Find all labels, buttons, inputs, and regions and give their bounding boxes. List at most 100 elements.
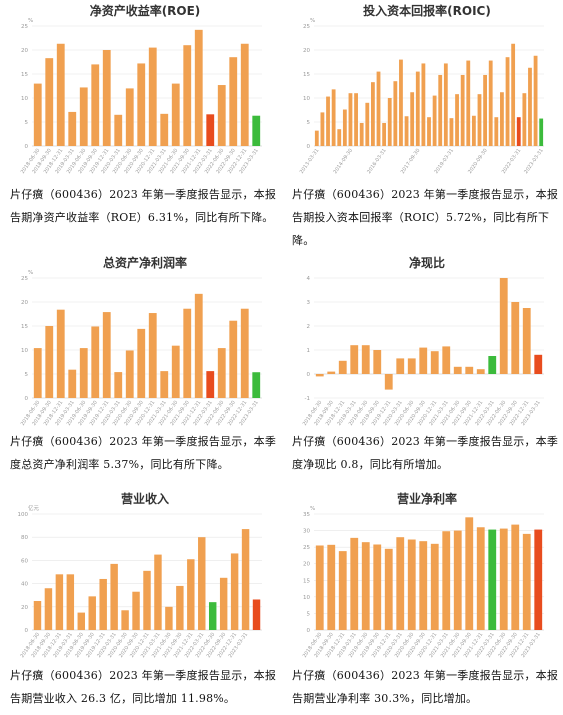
cashflow-panel: 净现比 -1 0 1 2 3 4 2018-06-30 2018-09-30 2018-12-3… [292,252,562,472]
bar [68,369,77,398]
roic-bar-chart: % 0 5 10 15 20 25 2013-03-31 2014-09-30 2016-03-3… [299,18,545,175]
roic-panel: 投入资本回报率(ROIC) % 0 5 10 15 20 25 2013-03-31 2014-… [292,0,562,247]
y-tick-label: 1 [307,348,311,354]
bar [499,278,508,374]
roe-panel: 净资产收益率(ROE) % 0 5 10 15 20 25 2018-06-30 2018-09… [10,0,280,240]
y-tick-label: 15 [303,578,310,584]
y-tick-label: 35 [303,512,310,518]
y-tick-label: 5 [307,611,311,617]
bar [240,308,249,398]
bar [114,372,123,398]
x-tick-label: 2022-03-31 [501,148,523,175]
bar [476,527,485,630]
x-tick-label: 2014-09-30 [333,148,355,175]
roa-panel: 总资产净利润率 % 0 5 10 15 20 25 2018-06-30 2018-09-30 2… [10,252,280,472]
bar [505,57,510,147]
bar [499,528,508,630]
bar [252,115,261,146]
bar [539,118,544,146]
chart-title: 营业净利率 [396,492,457,506]
bar [91,326,100,398]
bar [315,374,324,377]
bar [410,92,415,146]
bar [217,348,226,398]
bar [407,539,416,630]
bar [206,114,215,146]
bar [219,577,228,630]
bar [55,574,64,630]
bar [217,85,226,146]
bar [77,612,86,630]
bar [33,348,42,398]
bar [453,530,462,630]
chart-title: 净资产收益率(ROE) [89,4,201,18]
bar [384,374,393,390]
bar [442,531,451,630]
bar [337,129,342,146]
bar [241,529,250,630]
bar [373,544,382,630]
y-tick-label: 25 [303,545,310,551]
y-tick-label: 25 [21,276,28,282]
chart-caption: 片仔癀（600436）2023 年第一季度报告显示，本报告期营业净利率 30.3… [292,669,559,705]
chart-caption: 片仔癀（600436）2023 年第一季度报告显示，本报告期投入资本回报率（RO… [292,188,559,247]
bar [407,358,416,374]
revenue-panel: 营业收入 亿元 0 20 40 60 80 100 2018-06-30 2018-09-30 2… [10,488,280,715]
bar [361,345,370,374]
bar [350,537,359,630]
bar [404,116,409,146]
bar [373,350,382,374]
chart-caption: 片仔癀（600436）2023 年第一季度报告显示，本报告期净资产收益率（ROE… [10,188,277,224]
margin-bar-chart: %051015202530352018-06-302018-09-302018-… [302,506,544,659]
chart-title: 总资产净利润率 [102,256,187,270]
y-tick-label: 25 [21,24,28,30]
y-tick-label: 20 [303,562,310,568]
y-tick-label: 10 [303,595,310,601]
bar [348,93,353,146]
bar [229,57,238,147]
bar [160,113,169,146]
bar [365,102,370,146]
bar [533,55,538,147]
bar [114,114,123,146]
bar [165,606,173,630]
bar [522,308,531,374]
bar [427,117,431,146]
bar [121,610,129,630]
y-tick-label: 100 [18,512,29,518]
bar [387,98,392,146]
bar [194,29,203,147]
bar [476,369,485,374]
bar [327,544,336,630]
y-tick-label: 10 [21,348,28,354]
bar [44,588,53,630]
x-tick-label: 2017-09-30 [400,148,422,175]
y-tick-label: 25 [303,24,310,30]
bar [396,358,405,374]
y-tick-label: 60 [21,558,28,564]
bar [171,83,180,146]
bar [522,533,531,630]
bar [326,96,330,146]
bar [516,117,521,146]
bar [137,328,146,398]
y-tick-label: 2 [307,324,311,330]
bar [449,118,454,146]
bar [137,63,146,146]
bar [483,74,488,146]
bar [143,570,151,630]
y-tick-label: 80 [21,535,28,541]
bar [419,541,428,630]
bar [66,574,75,630]
bar [68,111,77,146]
bar [393,81,398,146]
bar [154,554,162,630]
x-tick-label: 2013-03-31 [299,148,321,175]
bar [396,537,405,630]
bar [148,313,157,398]
y-tick-label: -1 [305,396,310,402]
bar [206,371,215,398]
margin-panel: 营业净利率 % 0 5 10 15 20 25 30 35 2018-06-30 2018-09-3… [292,488,562,715]
bar [240,43,249,146]
bar [534,529,543,630]
